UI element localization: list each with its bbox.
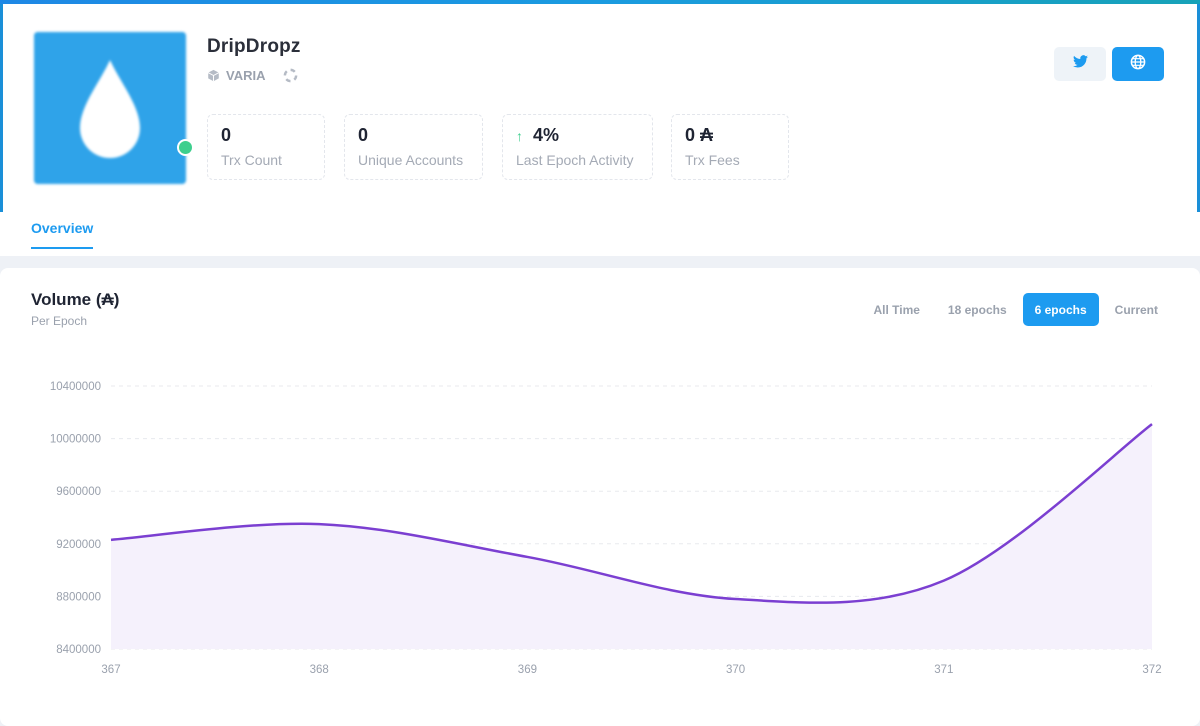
x-tick-label: 370 [726,664,745,676]
globe-icon [1130,54,1146,75]
y-tick-label: 8400000 [56,644,101,656]
y-tick-label: 8800000 [56,591,101,603]
range-18-epochs[interactable]: 18 epochs [947,302,1007,317]
x-tick-label: 371 [934,664,953,676]
pool-name: DripDropz [207,36,301,57]
series-area [111,424,1152,649]
stat-label: Trx Count [221,152,282,168]
stat-unique-accounts: 0 Unique Accounts [344,114,483,180]
ticker-row: VARIA [207,68,298,83]
top-accent-bar [0,0,1200,4]
range-all-time[interactable]: All Time [873,302,920,317]
stat-label: Trx Fees [685,152,740,168]
range-current[interactable]: Current [1114,302,1158,317]
y-tick-label: 10400000 [50,381,101,393]
chart-subtitle: Per Epoch [31,314,88,328]
stat-trx-count: 0 Trx Count [207,114,325,180]
stat-value: 4% [533,125,560,145]
y-tick-label: 10000000 [50,434,101,446]
series-line [110,423,1153,604]
pool-ticker: VARIA [226,68,266,83]
twitter-button[interactable] [1054,47,1106,81]
arrow-up-icon: ↑ [516,127,523,144]
website-button[interactable] [1112,47,1164,81]
tab-bar: Overview [0,212,1200,256]
stat-value-row: ↑ 4% [516,125,639,146]
stat-value: 0 [358,125,369,145]
stat-trx-fees: 0 ₳ Trx Fees [671,114,789,180]
lifebuoy-icon[interactable] [283,68,298,83]
x-tick-label: 372 [1142,664,1161,676]
cube-icon [207,69,220,82]
twitter-icon [1072,55,1088,73]
range-6-epochs[interactable]: 6 epochs [1022,293,1099,326]
volume-chart: 8400000 8800000 9200000 9600000 10000000 1040… [50,381,1162,676]
range-selector: All Time 18 epochs 6 epochs Current [861,293,1170,326]
online-status-dot [177,139,194,156]
y-tick-label: 9600000 [56,486,101,498]
stat-value: 0 ₳ [685,125,714,145]
y-tick-label: 9200000 [56,539,101,551]
pool-logo [34,32,186,184]
stat-label: Unique Accounts [358,152,464,168]
x-tick-label: 367 [101,664,120,676]
tab-overview[interactable]: Overview [31,220,94,249]
stat-value: 0 [221,125,232,145]
pool-header-card: DripDropz VARIA 0 Trx Count 0 Unique Acc… [0,4,1200,256]
x-tick-label: 368 [310,664,329,676]
x-tick-label: 369 [518,664,537,676]
volume-chart-card: 8400000 8800000 9200000 9600000 10000000 1040… [0,268,1200,726]
stat-label: Last Epoch Activity [516,152,634,168]
chart-title: Volume (₳) [31,290,120,309]
stat-last-epoch-activity: ↑ 4% Last Epoch Activity [502,114,653,180]
